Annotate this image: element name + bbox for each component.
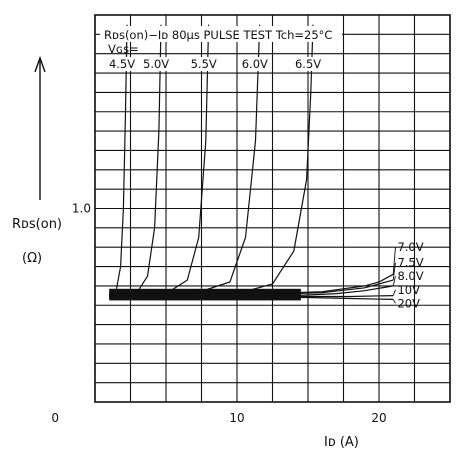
vgs-prefix-label: Vɢs= xyxy=(108,42,139,56)
top-series-label-bg xyxy=(240,57,271,71)
x-tick-labels: 0 10 20 xyxy=(51,411,386,425)
x-tick-label: 10 xyxy=(229,411,244,425)
plot-frame xyxy=(94,14,451,403)
top-series-labels: 4.5V 5.0V 5.5V 6.0V 6.5V xyxy=(107,57,324,71)
x-tick-label: 0 xyxy=(51,411,59,425)
top-series-label-bg xyxy=(189,57,220,71)
series-line-8-0v xyxy=(109,285,394,297)
top-series-label: 4.5V xyxy=(107,57,138,71)
series-line-7-5v xyxy=(109,279,394,296)
y-tick-labels: 1.0 xyxy=(72,202,91,216)
top-series-label: 5.0V xyxy=(142,57,173,71)
top-series-label: 6.0V xyxy=(240,57,271,71)
y-axis-label: Rᴅs(on) xyxy=(12,217,62,232)
top-series-label-text: 6.0V xyxy=(242,57,268,71)
x-tick-label: 20 xyxy=(371,411,386,425)
chart-title: Rᴅs(on)−Iᴅ 80μs PULSE TEST Tch=25°C xyxy=(104,28,332,42)
series-curves xyxy=(108,24,394,300)
right-series-leader xyxy=(392,262,396,281)
top-series-label-bg xyxy=(107,57,138,71)
right-series-leader xyxy=(392,289,396,296)
right-series-leader xyxy=(392,299,396,304)
y-axis-arrow-head xyxy=(34,55,46,73)
top-series-label-text: 6.5V xyxy=(295,57,321,71)
grid xyxy=(94,14,451,403)
right-series-leader xyxy=(392,276,396,287)
top-series-label: 6.5V xyxy=(293,57,324,71)
series-line-20v xyxy=(109,296,394,300)
top-series-label-text: 5.0V xyxy=(143,57,169,71)
right-series-label: 20V xyxy=(397,296,420,310)
series-line-4-5v xyxy=(108,24,128,297)
right-series-label: 10V xyxy=(397,283,420,297)
series-line-7-0v xyxy=(109,273,394,295)
right-series-label: 7.5V xyxy=(397,256,423,270)
y-axis-unit: (Ω) xyxy=(22,251,42,266)
top-series-label-text: 4.5V xyxy=(109,57,135,71)
right-series-label: 8.0V xyxy=(397,269,423,283)
y-tick-label: 1.0 xyxy=(72,202,91,216)
top-series-label-bg xyxy=(142,57,173,71)
title-bg xyxy=(100,26,342,42)
right-series-leader xyxy=(392,247,396,275)
top-series-label-text: 5.5V xyxy=(191,57,217,71)
x-axis-label: Iᴅ (A) xyxy=(324,435,359,450)
top-series-label: 5.5V xyxy=(189,57,220,71)
series-line-5-0v xyxy=(109,24,162,297)
series-line-10v xyxy=(109,295,394,298)
right-series-label: 7.0V xyxy=(397,240,423,254)
top-series-label-bg xyxy=(293,57,324,71)
